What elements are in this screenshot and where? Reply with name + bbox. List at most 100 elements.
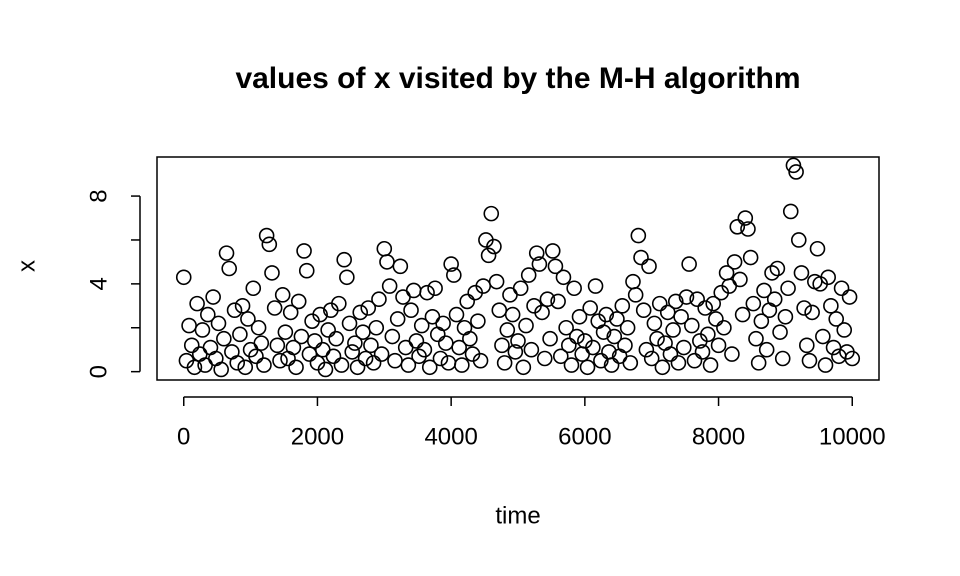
- point: [285, 339, 302, 356]
- point: [809, 240, 826, 257]
- point: [630, 227, 647, 244]
- point: [277, 324, 294, 340]
- point: [729, 218, 746, 235]
- point: [232, 326, 248, 343]
- point: [376, 240, 393, 257]
- point: [218, 245, 235, 261]
- point: [502, 287, 518, 303]
- point: [654, 359, 671, 376]
- point: [785, 157, 802, 174]
- point: [317, 361, 334, 378]
- point: [569, 328, 585, 345]
- point: [288, 359, 304, 376]
- point: [472, 352, 489, 369]
- point: [523, 341, 540, 358]
- point: [528, 245, 545, 261]
- point: [561, 337, 577, 354]
- point: [780, 280, 796, 297]
- point: [675, 339, 692, 356]
- point: [427, 280, 443, 297]
- point: [483, 205, 500, 222]
- point: [381, 278, 398, 294]
- point: [280, 350, 296, 367]
- point: [766, 291, 783, 308]
- x-tick-label: 6000: [558, 423, 611, 450]
- point: [764, 265, 780, 281]
- point: [651, 295, 668, 312]
- point: [649, 330, 665, 347]
- point: [347, 335, 363, 351]
- point: [296, 243, 312, 259]
- point: [454, 357, 470, 373]
- point: [197, 357, 213, 373]
- point: [678, 289, 695, 305]
- point: [186, 359, 203, 376]
- point: [507, 344, 524, 360]
- point: [598, 306, 615, 323]
- point: [258, 227, 275, 244]
- point: [643, 350, 660, 367]
- point: [710, 337, 727, 354]
- point: [413, 317, 430, 334]
- point: [191, 346, 208, 362]
- y-axis-label: x: [13, 260, 40, 272]
- point: [480, 247, 497, 264]
- point: [261, 236, 278, 253]
- point: [774, 350, 791, 367]
- point: [210, 315, 227, 332]
- point: [547, 258, 564, 275]
- point: [373, 346, 390, 362]
- point: [798, 337, 815, 354]
- point: [702, 357, 719, 373]
- point: [772, 324, 788, 340]
- point: [424, 308, 441, 325]
- point: [333, 357, 350, 373]
- point: [183, 337, 200, 354]
- point: [429, 326, 446, 343]
- point: [534, 304, 550, 321]
- point: [694, 344, 711, 360]
- point: [437, 335, 454, 351]
- point: [769, 260, 786, 277]
- point: [200, 306, 216, 323]
- point: [352, 304, 369, 321]
- point: [336, 251, 352, 268]
- point: [646, 315, 663, 332]
- point: [253, 335, 270, 351]
- point: [716, 319, 732, 336]
- point: [205, 289, 221, 305]
- point: [237, 359, 254, 376]
- point: [667, 293, 684, 310]
- point: [782, 203, 799, 220]
- point: [844, 350, 861, 367]
- point: [753, 313, 770, 329]
- point: [777, 308, 794, 325]
- point: [815, 328, 831, 345]
- point: [748, 330, 764, 347]
- point: [828, 311, 845, 327]
- point: [181, 317, 197, 334]
- point: [820, 269, 836, 286]
- point: [520, 267, 537, 283]
- point: [301, 346, 318, 362]
- point: [486, 238, 502, 255]
- point: [563, 357, 580, 373]
- point: [408, 333, 425, 349]
- point: [387, 352, 403, 369]
- y-tick-label: 4: [85, 277, 112, 290]
- point: [622, 355, 639, 371]
- point: [737, 210, 754, 226]
- y-tick-label: 0: [85, 365, 112, 378]
- point: [416, 341, 433, 358]
- point: [539, 291, 556, 308]
- point: [571, 308, 588, 325]
- point: [758, 341, 775, 358]
- point: [555, 269, 572, 286]
- point: [638, 341, 655, 358]
- point: [320, 322, 336, 338]
- y-tick-label: 8: [85, 189, 112, 202]
- point: [518, 317, 534, 334]
- point: [750, 355, 767, 371]
- point: [724, 346, 740, 362]
